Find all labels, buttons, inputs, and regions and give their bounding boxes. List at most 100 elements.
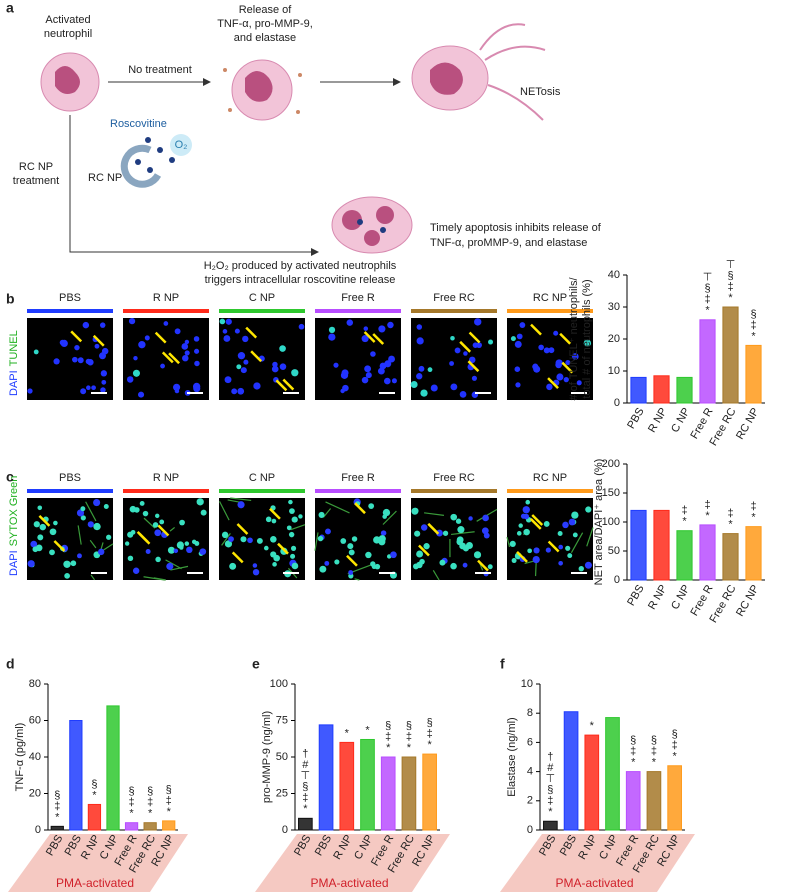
nucleus (49, 528, 57, 536)
net-strand (165, 559, 182, 570)
nucleus (94, 343, 100, 349)
x-tick-label: RC NP (734, 406, 762, 442)
nucleus (388, 355, 395, 363)
significance-mark: ‡ (750, 319, 756, 331)
group-label: PMA-activated (310, 876, 388, 890)
bar (745, 526, 762, 581)
nucleus (317, 535, 324, 542)
nucleus (543, 347, 550, 354)
bar (318, 724, 334, 831)
nucleus (363, 326, 369, 331)
nucleus (127, 555, 134, 562)
condition-label: R NP (153, 292, 179, 304)
condition-label: RC NP (533, 292, 567, 304)
net-strand (322, 508, 332, 518)
nucleus (334, 559, 340, 565)
significance-mark: * (631, 757, 636, 769)
nucleus (167, 546, 175, 554)
significance-mark: † (547, 751, 553, 763)
netosis-icon (411, 23, 546, 121)
nucleus (439, 559, 446, 566)
nucleus (509, 540, 516, 547)
condition-label: Free RC (433, 472, 475, 484)
nucleus (221, 531, 229, 539)
nucleus (229, 562, 237, 570)
nucleus (97, 548, 105, 556)
nucleus (234, 328, 240, 334)
y-tick-label: 40 (29, 751, 41, 763)
significance-mark: * (652, 757, 657, 769)
net-strand (325, 501, 350, 514)
nucleus (240, 536, 247, 543)
color-bar (315, 489, 401, 493)
nucleus (571, 511, 579, 519)
arrow (53, 540, 66, 552)
nucleus (80, 388, 87, 395)
color-bar (219, 489, 305, 493)
nucleus (548, 347, 555, 354)
label: triggers intracellular roscovitine relea… (205, 274, 396, 286)
arrow (516, 550, 528, 563)
x-tick-label: PBS (625, 583, 646, 608)
nucleus (223, 335, 231, 342)
nucleus (380, 530, 387, 536)
bar (50, 825, 64, 831)
y-tick-label: 4 (527, 766, 533, 778)
nucleus (515, 382, 521, 388)
nucleus (567, 553, 573, 559)
nucleus (416, 324, 423, 330)
y-tick-label: 0 (614, 574, 620, 586)
y-tick-label: 20 (608, 333, 620, 345)
y-tick-label: 200 (602, 458, 620, 470)
significance-mark: * (705, 305, 710, 317)
nucleus (224, 376, 232, 384)
arrow (70, 330, 83, 343)
nucleus (290, 553, 296, 559)
nucleus (100, 370, 108, 377)
y-tick-label: 2 (527, 795, 533, 807)
significance-mark: * (728, 292, 733, 304)
significance-mark: * (682, 516, 687, 528)
significance-mark: § (406, 720, 412, 732)
net-strand (90, 574, 96, 581)
nucleus (556, 373, 564, 381)
net-strand (230, 497, 252, 502)
bar (630, 376, 647, 404)
color-bar (123, 489, 209, 493)
significance-mark: ‡ (727, 508, 733, 520)
nucleus (450, 335, 455, 341)
significance-mark: * (303, 803, 308, 815)
arrow (354, 502, 366, 515)
significance-mark: § (547, 784, 553, 796)
arrow (459, 340, 472, 353)
significance-mark: § (385, 720, 391, 732)
nucleus (53, 520, 58, 526)
arrow (559, 332, 572, 345)
significance-mark: § (54, 789, 60, 801)
bar (667, 765, 682, 831)
nucleus (387, 321, 394, 329)
panel-label: f (500, 656, 505, 672)
nucleus (427, 367, 433, 373)
nucleus (348, 570, 354, 575)
label: Roscovitine (110, 118, 167, 130)
nucleus (519, 322, 526, 328)
nucleus (124, 541, 130, 546)
net-strand (506, 536, 511, 548)
significance-mark: ⊤ (301, 770, 311, 782)
nucleus (346, 319, 354, 326)
label: H₂O₂ produced by activated neutrophils (204, 260, 397, 272)
color-bar (219, 309, 305, 313)
label: RC NP (88, 172, 122, 184)
color-bar (27, 309, 113, 313)
net-strand (143, 576, 165, 581)
net-strand (290, 524, 306, 531)
arrow (161, 351, 174, 364)
nucleus (286, 525, 292, 531)
significance-mark: * (728, 519, 733, 531)
nucleus (127, 531, 134, 538)
nucleus (374, 563, 381, 570)
label: treatment (13, 175, 59, 187)
arrow (154, 331, 167, 344)
nucleus (414, 530, 421, 537)
